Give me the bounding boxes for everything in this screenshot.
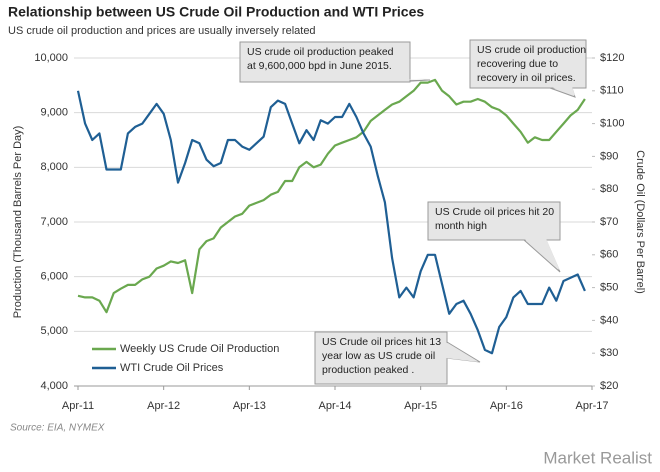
y-tick-label: 7,000 (40, 216, 68, 228)
annotation-pointer-fill (374, 78, 430, 81)
legend-label: Weekly US Crude Oil Production (120, 343, 279, 355)
x-tick-label: Apr-14 (318, 400, 351, 412)
y2-tick-label: $100 (600, 118, 624, 130)
x-tick-label: Apr-17 (575, 400, 608, 412)
y-tick-label: 8,000 (40, 161, 68, 173)
y-axis-title: Production (Thousand Barrels Per Day) (12, 126, 24, 319)
annotation-pointer-fill (445, 342, 479, 362)
annotation-box (427, 201, 561, 241)
x-tick-label: Apr-16 (490, 400, 523, 412)
y2-tick-label: $20 (600, 380, 618, 392)
annotation-box (239, 41, 411, 83)
y2-tick-label: $30 (600, 347, 618, 359)
source: Source: EIA, NYMEX (10, 423, 105, 434)
annotation-text: month high (435, 220, 487, 232)
y-tick-label: 9,000 (40, 107, 68, 119)
annotation: US Crude oil prices hit 13 year low as US… (314, 331, 481, 385)
x-tick-label: Apr-13 (233, 400, 266, 412)
chart-title: Relationship between US Crude Oil Produc… (8, 4, 424, 20)
annotation-text: US crude oil production (477, 44, 586, 56)
y2-tick-label: $80 (600, 183, 618, 195)
annotation-text: US crude oil production peaked (247, 46, 394, 58)
y2-tick-label: $120 (600, 52, 624, 64)
y2-axis-title: Crude Oil (Dollars Per Barrel) (634, 150, 646, 294)
x-tick-label: Apr-15 (404, 400, 437, 412)
x-tick-label: Apr-11 (62, 400, 94, 412)
y2-tick-label: $110 (600, 85, 624, 97)
legend-label: WTI Crude Oil Prices (120, 362, 224, 374)
annotation-box (314, 331, 448, 385)
series-line (76, 90, 586, 355)
annotation-pointer-fill (550, 86, 575, 96)
y2-tick-label: $60 (600, 249, 618, 261)
annotation: US crude oil production peaked at 9,600,0… (239, 41, 431, 83)
annotation-box (469, 39, 587, 89)
chart-subtitle: US crude oil production and prices are u… (8, 25, 316, 37)
watermark: Market Realist (543, 448, 652, 467)
annotation: US crude oil production recovering due to… (469, 39, 587, 98)
annotation-text: recovering due to (477, 58, 558, 70)
annotation: US Crude oil prices hit 20 month high (427, 201, 561, 273)
y-tick-label: 5,000 (40, 325, 68, 337)
y2-tick-label: $70 (600, 216, 618, 228)
y2-tick-label: $90 (600, 150, 618, 162)
annotation-text: at 9,600,000 bpd in June 2015. (247, 60, 392, 72)
x-tick-label: Apr-12 (147, 400, 180, 412)
y2-tick-label: $50 (600, 282, 618, 294)
y-tick-label: 10,000 (34, 52, 68, 64)
annotation-text: production peaked . (322, 364, 414, 376)
annotation-text: US Crude oil prices hit 20 (435, 206, 554, 218)
annotation-text: year low as US crude oil (322, 350, 435, 362)
y-tick-label: 4,000 (40, 380, 68, 392)
series-line (77, 78, 586, 314)
annotation-text: recovery in oil prices. (477, 72, 576, 84)
annotation-text: US Crude oil prices hit 13 (322, 336, 441, 348)
y-tick-label: 6,000 (40, 271, 68, 283)
y2-tick-label: $40 (600, 314, 618, 326)
annotation-pointer-fill (524, 238, 560, 271)
